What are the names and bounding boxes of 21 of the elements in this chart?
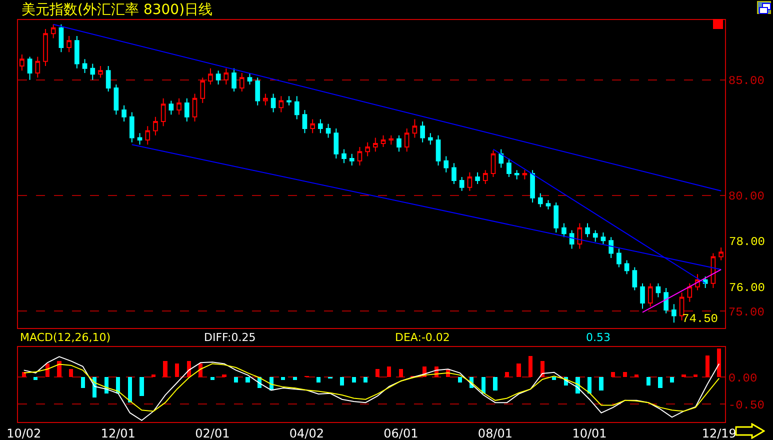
x-tick-label: 10/01 (572, 426, 607, 440)
x-tick-label: 08/01 (478, 426, 513, 440)
series-label: DIFF:0.25 (204, 331, 256, 344)
text: DEA:-0.02 (395, 331, 450, 344)
text: 76.00 (729, 281, 766, 295)
chart-title: 美元指数(外汇汇率 8300)日线 (22, 2, 213, 18)
y-tick-label: 75.00 (728, 305, 764, 320)
y-tick-label: 80.00 (728, 190, 764, 204)
annotation: 74.50 (682, 312, 718, 326)
y-tick-label: 0.00 (728, 371, 758, 386)
x-tick-label: 04/02 (289, 426, 324, 440)
chart-title: MACD(12,26,10) (20, 331, 111, 344)
x-tick-label: 10/02 (6, 426, 42, 440)
y-tick-label: 85.00 (728, 74, 764, 88)
x-tick-label: 12/01 (100, 426, 136, 440)
text: 78.00 (729, 235, 766, 249)
x-tick-label: 06/01 (384, 426, 418, 440)
text: 0.53 (586, 331, 610, 344)
x-tick-label: 02/01 (195, 426, 230, 440)
x-tick-label: 12/19 (702, 426, 736, 440)
y-tick-label: -0.50 (728, 398, 764, 412)
